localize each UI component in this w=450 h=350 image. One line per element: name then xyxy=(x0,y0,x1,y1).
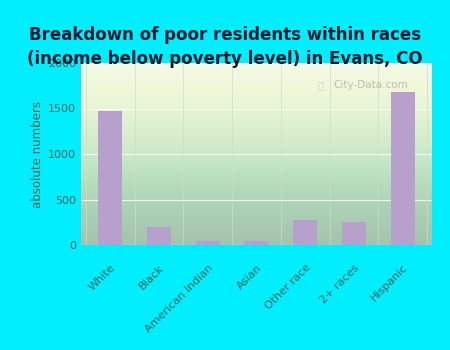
Text: City-Data.com: City-Data.com xyxy=(334,80,409,90)
Text: Other race: Other race xyxy=(263,262,312,312)
Bar xyxy=(244,241,269,245)
Text: Black: Black xyxy=(138,262,166,291)
Text: (income below poverty level) in Evans, CO: (income below poverty level) in Evans, C… xyxy=(27,50,423,69)
Text: 2+ races: 2+ races xyxy=(319,262,361,305)
Text: White: White xyxy=(87,262,117,293)
Text: Asian: Asian xyxy=(235,262,264,291)
Y-axis label: absolute numbers: absolute numbers xyxy=(31,100,44,208)
Bar xyxy=(147,227,171,245)
Bar xyxy=(98,111,122,245)
Text: Hispanic: Hispanic xyxy=(369,262,410,303)
Text: Breakdown of poor residents within races: Breakdown of poor residents within races xyxy=(29,26,421,44)
Text: 🌐: 🌐 xyxy=(318,80,324,90)
Bar xyxy=(342,222,366,245)
Bar xyxy=(196,241,220,245)
Bar xyxy=(391,92,415,245)
Bar xyxy=(293,220,317,245)
Text: American Indian: American Indian xyxy=(143,262,215,334)
